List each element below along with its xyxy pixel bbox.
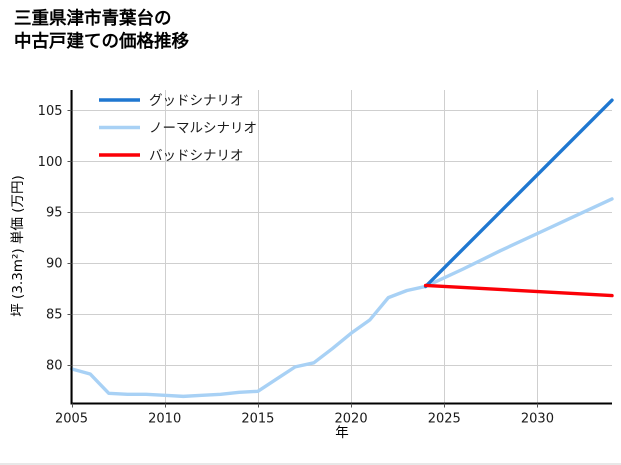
y-axis-title: 坪 (3.3m²) 単価 (万円) <box>10 175 26 316</box>
legend-label: グッドシナリオ <box>149 93 244 109</box>
series-line <box>423 283 614 298</box>
x-tick-labels: 2005 2010 2015 2020 2025 2030 <box>55 412 554 427</box>
chart-title: 三重県津市青葉台の 中古戸建ての価格推移 <box>14 9 189 53</box>
x-tick-label: 2010 <box>148 412 181 427</box>
x-axis-title: 年 <box>335 425 349 441</box>
x-tick-label: 2020 <box>335 412 368 427</box>
y-tick-label: 85 <box>46 307 63 322</box>
tickmarks-group <box>67 109 539 408</box>
y-tick-label: 105 <box>38 104 63 119</box>
y-tick-label: 100 <box>38 155 63 170</box>
y-tick-label: 95 <box>46 206 63 221</box>
x-tick-label: 2015 <box>241 412 274 427</box>
y-tick-label: 80 <box>46 358 63 373</box>
x-tick-label: 2005 <box>55 412 88 427</box>
x-tick-label: 2025 <box>428 412 461 427</box>
series-line <box>69 197 614 399</box>
axis-spines <box>70 90 612 405</box>
series-group <box>69 98 614 399</box>
axis-spine-path <box>70 90 612 405</box>
series-line <box>423 98 614 289</box>
gridlines-group <box>71 90 612 404</box>
x-tick-label: 2030 <box>521 412 554 427</box>
y-tick-label: 90 <box>46 257 63 272</box>
legend-label: バッドシナリオ <box>149 148 244 164</box>
legend-label: ノーマルシナリオ <box>149 121 257 137</box>
y-tick-labels: 80 85 90 95 100 105 <box>38 104 63 373</box>
